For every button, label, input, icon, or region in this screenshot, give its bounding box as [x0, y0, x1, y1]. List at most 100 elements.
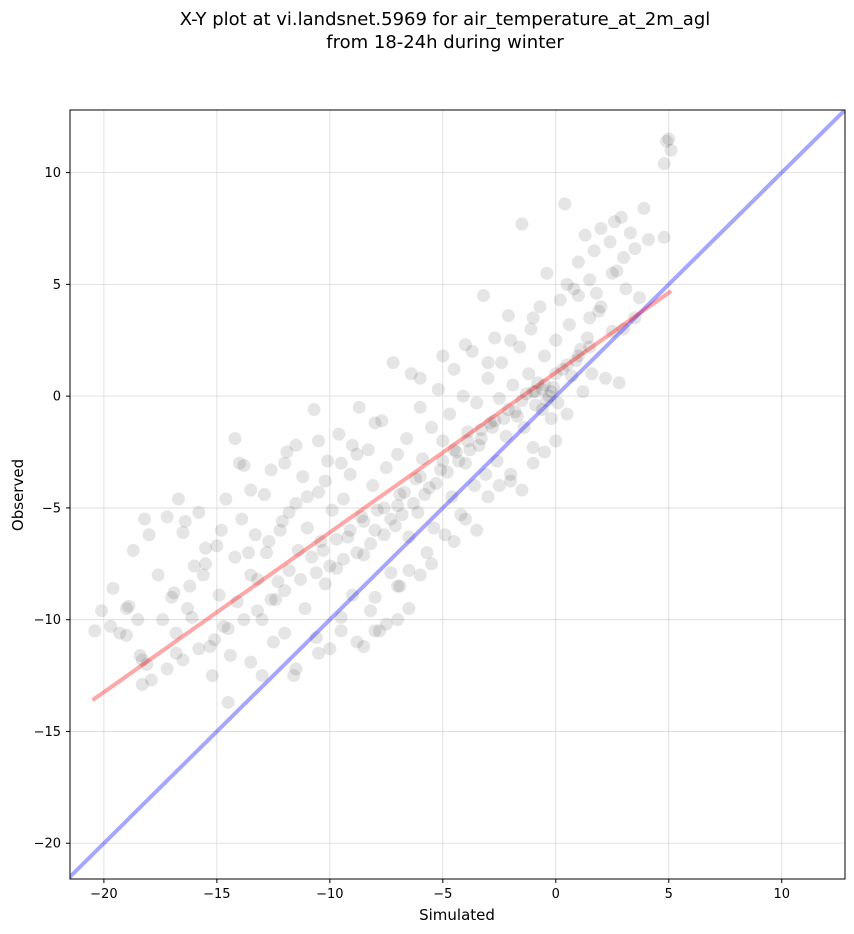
data-point: [565, 369, 579, 383]
data-point: [104, 619, 118, 633]
data-point: [483, 416, 497, 430]
data-point: [257, 488, 271, 501]
data-point: [556, 362, 570, 376]
data-point: [289, 438, 303, 452]
chart-title-line-2: from 18-24h during winter: [326, 32, 564, 53]
data-point: [481, 371, 495, 385]
plot-area: [70, 110, 845, 879]
data-point: [357, 514, 371, 528]
data-point: [662, 132, 676, 146]
data-point: [142, 528, 156, 542]
data-point: [185, 610, 199, 624]
data-point: [199, 541, 213, 555]
data-point: [300, 490, 314, 504]
data-point: [587, 244, 601, 258]
data-point: [350, 546, 364, 560]
data-point: [571, 349, 585, 363]
data-point: [217, 619, 231, 633]
data-point: [605, 324, 619, 338]
data-point: [309, 631, 323, 645]
data-point: [156, 613, 170, 627]
data-point: [314, 534, 328, 548]
data-point: [232, 456, 246, 470]
data-point: [404, 367, 418, 381]
data-point: [334, 624, 348, 638]
data-point: [531, 376, 545, 390]
data-point: [221, 695, 235, 709]
data-point: [589, 286, 603, 300]
x-tick-label: −15: [203, 887, 230, 902]
data-point: [547, 380, 561, 394]
data-point: [628, 311, 642, 325]
data-point: [458, 456, 472, 470]
data-point: [379, 461, 393, 475]
data-point: [325, 503, 339, 517]
data-point: [352, 400, 366, 414]
data-point: [612, 376, 626, 390]
data-point: [632, 291, 646, 305]
data-point: [562, 318, 576, 332]
data-point: [192, 505, 206, 519]
data-point: [481, 356, 495, 370]
data-point: [248, 528, 262, 542]
data-point: [282, 505, 296, 519]
data-point: [495, 356, 509, 370]
data-point: [289, 496, 303, 510]
data-point: [391, 579, 405, 593]
data-point: [219, 492, 233, 506]
data-point: [361, 443, 375, 457]
data-point: [535, 382, 549, 396]
data-point: [171, 492, 185, 506]
data-point: [533, 300, 547, 314]
data-point: [176, 526, 190, 540]
data-point: [336, 492, 350, 506]
data-point: [603, 235, 617, 249]
data-point: [368, 416, 382, 430]
data-point: [133, 648, 147, 662]
data-point: [436, 434, 450, 448]
y-tick-label: −5: [42, 501, 61, 516]
data-point: [592, 304, 606, 318]
data-point: [312, 646, 326, 660]
data-point: [452, 454, 466, 468]
data-point: [492, 479, 506, 493]
data-point: [95, 604, 109, 618]
data-point: [571, 255, 585, 269]
data-point: [235, 512, 249, 526]
data-point: [343, 523, 357, 537]
data-point: [578, 228, 592, 242]
data-point: [321, 454, 335, 468]
data-point: [422, 481, 436, 495]
data-point: [641, 233, 655, 247]
chart-title-line-1: X-Y plot at vi.landsnet.5969 for air_tem…: [180, 9, 711, 30]
data-point: [425, 420, 439, 434]
y-tick-label: −20: [34, 837, 61, 852]
data-point: [413, 400, 427, 414]
data-point: [549, 434, 563, 448]
data-point: [391, 613, 405, 627]
data-point: [307, 403, 321, 417]
data-point: [474, 432, 488, 446]
data-points: [88, 132, 678, 709]
data-point: [463, 443, 477, 457]
data-point: [571, 289, 585, 303]
data-point: [318, 577, 332, 591]
data-point: [113, 626, 127, 640]
data-point: [271, 575, 285, 589]
data-point: [122, 599, 136, 613]
data-point: [334, 456, 348, 470]
data-point: [458, 338, 472, 352]
x-axis: −20 −15 −10 −5 0 5 10: [90, 879, 790, 902]
data-point: [278, 456, 292, 470]
data-point: [119, 602, 133, 616]
data-point: [343, 467, 357, 481]
data-point: [330, 561, 344, 575]
data-point: [208, 633, 222, 647]
plot-frame: [69, 109, 846, 880]
data-point: [395, 508, 409, 522]
data-point: [411, 505, 425, 519]
data-point: [205, 669, 219, 683]
data-point: [131, 613, 145, 627]
data-point: [366, 479, 380, 493]
